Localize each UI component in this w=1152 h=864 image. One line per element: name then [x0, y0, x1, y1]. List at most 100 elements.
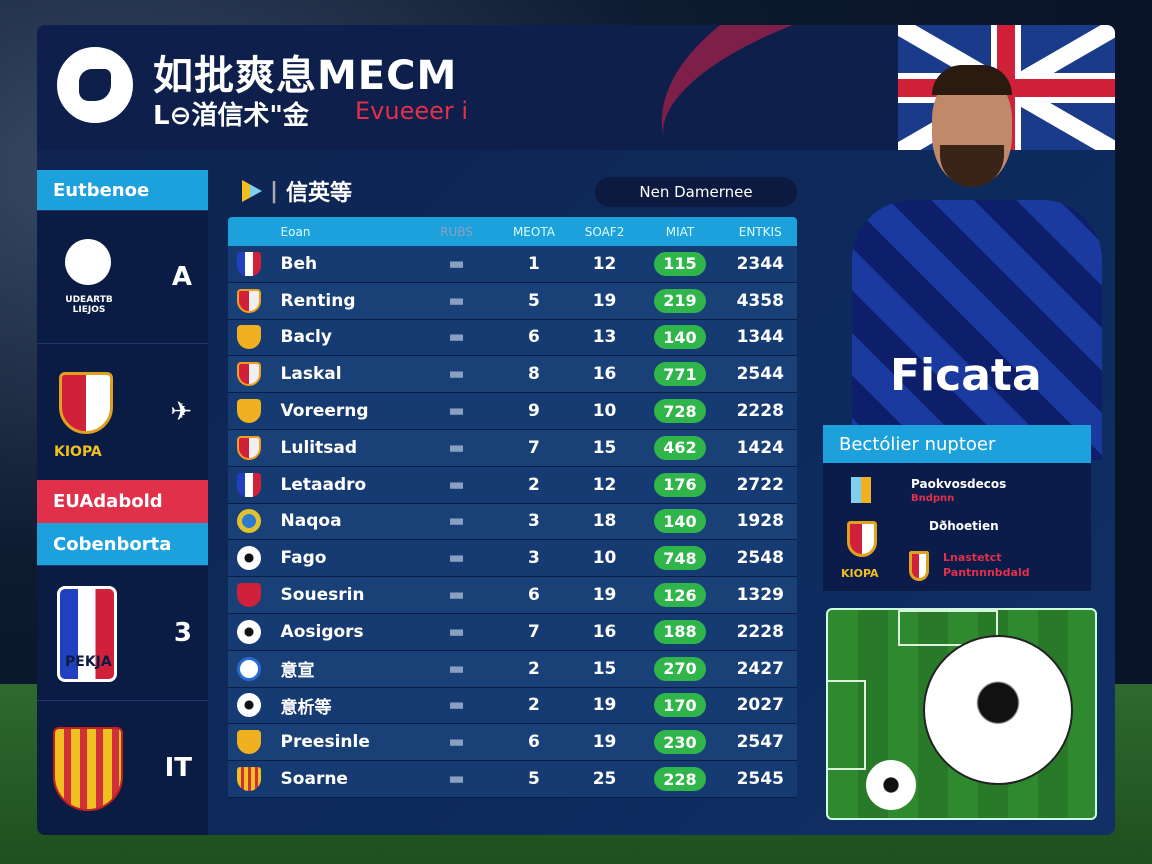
score-badge: 176 — [653, 472, 706, 497]
info-line: Lnastetct — [943, 551, 1002, 564]
cell-a: 1 — [528, 253, 540, 274]
cell-d: 2544 — [736, 364, 784, 385]
table-row[interactable]: Bacly ▬ 6 13 140 1344 — [228, 319, 797, 357]
cell-d: 1424 — [736, 437, 784, 458]
club-crest-icon — [847, 521, 877, 557]
score-badge: 228 — [653, 767, 706, 792]
cell-b: 10 — [592, 548, 617, 569]
cell-a: 9 — [528, 401, 540, 422]
catalan-shield-icon — [53, 727, 123, 811]
sidebar: Eutbenoe UDEARTB LIEJOS A KIOPA ✈ EUAdab… — [37, 170, 208, 835]
cell-b: 10 — [592, 401, 617, 422]
main-panel: 如批爽息MECM L⊖渞信术"金 Evueeer i Eutbenoe UDEA… — [37, 25, 1115, 835]
table-row[interactable]: Letaadro ▬ 2 12 176 2722 — [228, 466, 797, 504]
cell-d: 2228 — [736, 401, 784, 422]
sidebar-tab-blue[interactable]: Cobenborta — [37, 523, 208, 565]
col-header[interactable]: Eoan — [280, 224, 311, 239]
french-crest-icon — [57, 586, 117, 682]
cell-d: 2545 — [736, 769, 784, 790]
pitch-line — [828, 680, 866, 770]
team-name: Soarne — [280, 769, 348, 790]
page-title: 如批爽息MECM — [153, 53, 458, 99]
col-header[interactable]: MIAT — [665, 224, 695, 239]
table-row[interactable]: 意宣 ▬ 2 15 270 2427 — [228, 650, 797, 688]
cell-a: 7 — [528, 621, 540, 642]
table-header: Eoan RUBS MEOTA SOAF2 MIAT ENTKIS — [228, 217, 797, 246]
info-line-sub: Pantnnnbdald — [943, 566, 1030, 579]
sidebar-tab-top[interactable]: Eutbenoe — [37, 170, 208, 210]
score-badge: 188 — [653, 619, 706, 644]
play-icon — [242, 180, 262, 202]
subtitle-accent: Evueeer i — [355, 97, 469, 125]
info-card: Bectólier nuptoer Paokvosdecos Bndpnn Dð… — [823, 425, 1091, 591]
col-header[interactable]: ENTKIS — [738, 224, 782, 239]
table-row[interactable]: Souesrin ▬ 6 19 126 1329 — [228, 577, 797, 614]
team-name: Beh — [280, 253, 318, 274]
club-crest-icon — [909, 551, 929, 581]
sidebar-block-3[interactable]: PEKJA 3 — [37, 565, 208, 700]
table-row[interactable]: Lulitsad ▬ 7 15 462 1424 — [228, 429, 797, 467]
table-row[interactable]: Voreerng ▬ 9 10 728 2228 — [228, 393, 797, 430]
table-row[interactable]: Renting ▬ 5 19 219 4358 — [228, 282, 797, 320]
table-row[interactable]: Preesinle ▬ 6 19 230 2547 — [228, 724, 797, 762]
cell-b: 12 — [592, 253, 617, 274]
cell-b: 12 — [592, 474, 617, 495]
player-beard — [940, 145, 1004, 187]
player-jersey — [852, 200, 1102, 460]
score-badge: 270 — [653, 656, 706, 681]
team-name: 意析等 — [280, 697, 332, 718]
team-name: Aosigors — [280, 621, 364, 642]
cell-b: 19 — [592, 732, 617, 753]
cell-b: 18 — [592, 511, 617, 532]
crest-label: KIOPA — [841, 567, 879, 580]
sidebar-letter: ✈ — [170, 397, 192, 427]
col-header[interactable]: SOAF2 — [584, 224, 625, 239]
cell-b: 16 — [592, 364, 617, 385]
cell-d: 2427 — [736, 658, 784, 679]
filter-pill-button[interactable]: Nen Damernee — [595, 177, 797, 207]
team-name: Fago — [280, 548, 327, 569]
ball-icon — [237, 619, 262, 644]
col-header[interactable]: MEOTA — [512, 224, 555, 239]
col-header[interactable]: RUBS — [440, 224, 473, 239]
team-name: Bacly — [280, 327, 332, 348]
score-badge: 115 — [653, 251, 706, 276]
table-row[interactable]: Soarne ▬ 5 25 228 2545 — [228, 761, 797, 798]
sidebar-letter: 3 — [173, 618, 192, 648]
crest-label: PEKJA — [65, 654, 112, 670]
score-badge: 462 — [653, 435, 706, 460]
sidebar-block-4[interactable]: IT — [37, 700, 208, 835]
shield-icon — [237, 288, 262, 313]
table-row[interactable]: Laskal ▬ 8 16 771 2544 — [228, 356, 797, 394]
table-row[interactable]: Aosigors ▬ 7 16 188 2228 — [228, 613, 797, 651]
team-name: 意宣 — [280, 661, 315, 682]
sidebar-block-2[interactable]: KIOPA ✈ — [37, 343, 208, 480]
team-name: Voreerng — [280, 401, 369, 422]
sidebar-tab-red[interactable]: EUAdabold — [37, 480, 208, 523]
table-row[interactable]: 意析等 ▬ 2 19 170 2027 — [228, 687, 797, 725]
dash: ▬ — [448, 327, 465, 348]
cell-b: 13 — [592, 327, 617, 348]
jersey-text: Ficata — [890, 350, 1042, 401]
score-badge: 140 — [653, 325, 706, 350]
ball-icon — [237, 546, 262, 571]
sidebar-block-1[interactable]: UDEARTB LIEJOS A — [37, 210, 208, 343]
ball-icon — [237, 693, 262, 718]
yellow-shield-icon — [237, 325, 262, 350]
cell-d: 4358 — [736, 290, 784, 311]
cell-b: 25 — [592, 769, 617, 790]
cell-d: 2344 — [736, 253, 784, 274]
football-icon — [866, 760, 916, 810]
table-row[interactable]: Fago ▬ 3 10 748 2548 — [228, 540, 797, 578]
sidebar-letter: A — [171, 262, 192, 292]
dash: ▬ — [448, 401, 465, 422]
dash: ▬ — [448, 732, 465, 753]
dash: ▬ — [448, 474, 465, 495]
table-row[interactable]: Beh ▬ 1 12 115 2344 — [228, 246, 797, 283]
football-icon — [923, 635, 1073, 785]
cell-a: 6 — [528, 732, 540, 753]
table-row[interactable]: Naqoa ▬ 3 18 140 1928 — [228, 503, 797, 541]
section-title-text: 信英等 — [286, 181, 353, 206]
score-badge: 219 — [653, 288, 706, 313]
page-subtitle: L⊖渞信术"金 — [153, 101, 309, 131]
